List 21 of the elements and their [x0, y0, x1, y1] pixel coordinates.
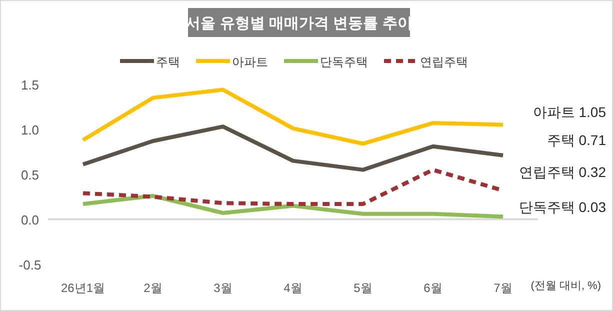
x-tick-label: 7월: [494, 281, 512, 295]
x-tick-label: 4월: [284, 281, 302, 295]
annotation: 단독주택 0.03: [518, 199, 606, 215]
annotation: 연립주택 0.32: [518, 164, 606, 180]
y-tick-label: 0.0: [20, 212, 40, 228]
annotation: 아파트 1.05: [532, 104, 606, 120]
y-tick-label: -0.5: [18, 257, 42, 272]
legend-label: 단독주택: [320, 55, 368, 69]
legend-label: 연립주택: [420, 55, 468, 69]
x-tick-label: 6월: [424, 281, 442, 295]
y-tick-label: 1.5: [20, 77, 40, 92]
text: (전월 대비, %): [530, 280, 601, 292]
legend-label: 주택: [156, 55, 180, 69]
y-tick-label: 0.5: [20, 167, 40, 182]
y-tick-label: 1.0: [20, 122, 40, 138]
x-tick-label: 5월: [354, 281, 372, 295]
text: 주택 0.71: [546, 132, 606, 148]
x-tick-label: 26년1월: [60, 281, 106, 295]
x-tick-label: 3월: [214, 281, 232, 295]
x-tick-label: 2월: [144, 281, 162, 295]
legend-label: 아파트: [232, 55, 268, 69]
